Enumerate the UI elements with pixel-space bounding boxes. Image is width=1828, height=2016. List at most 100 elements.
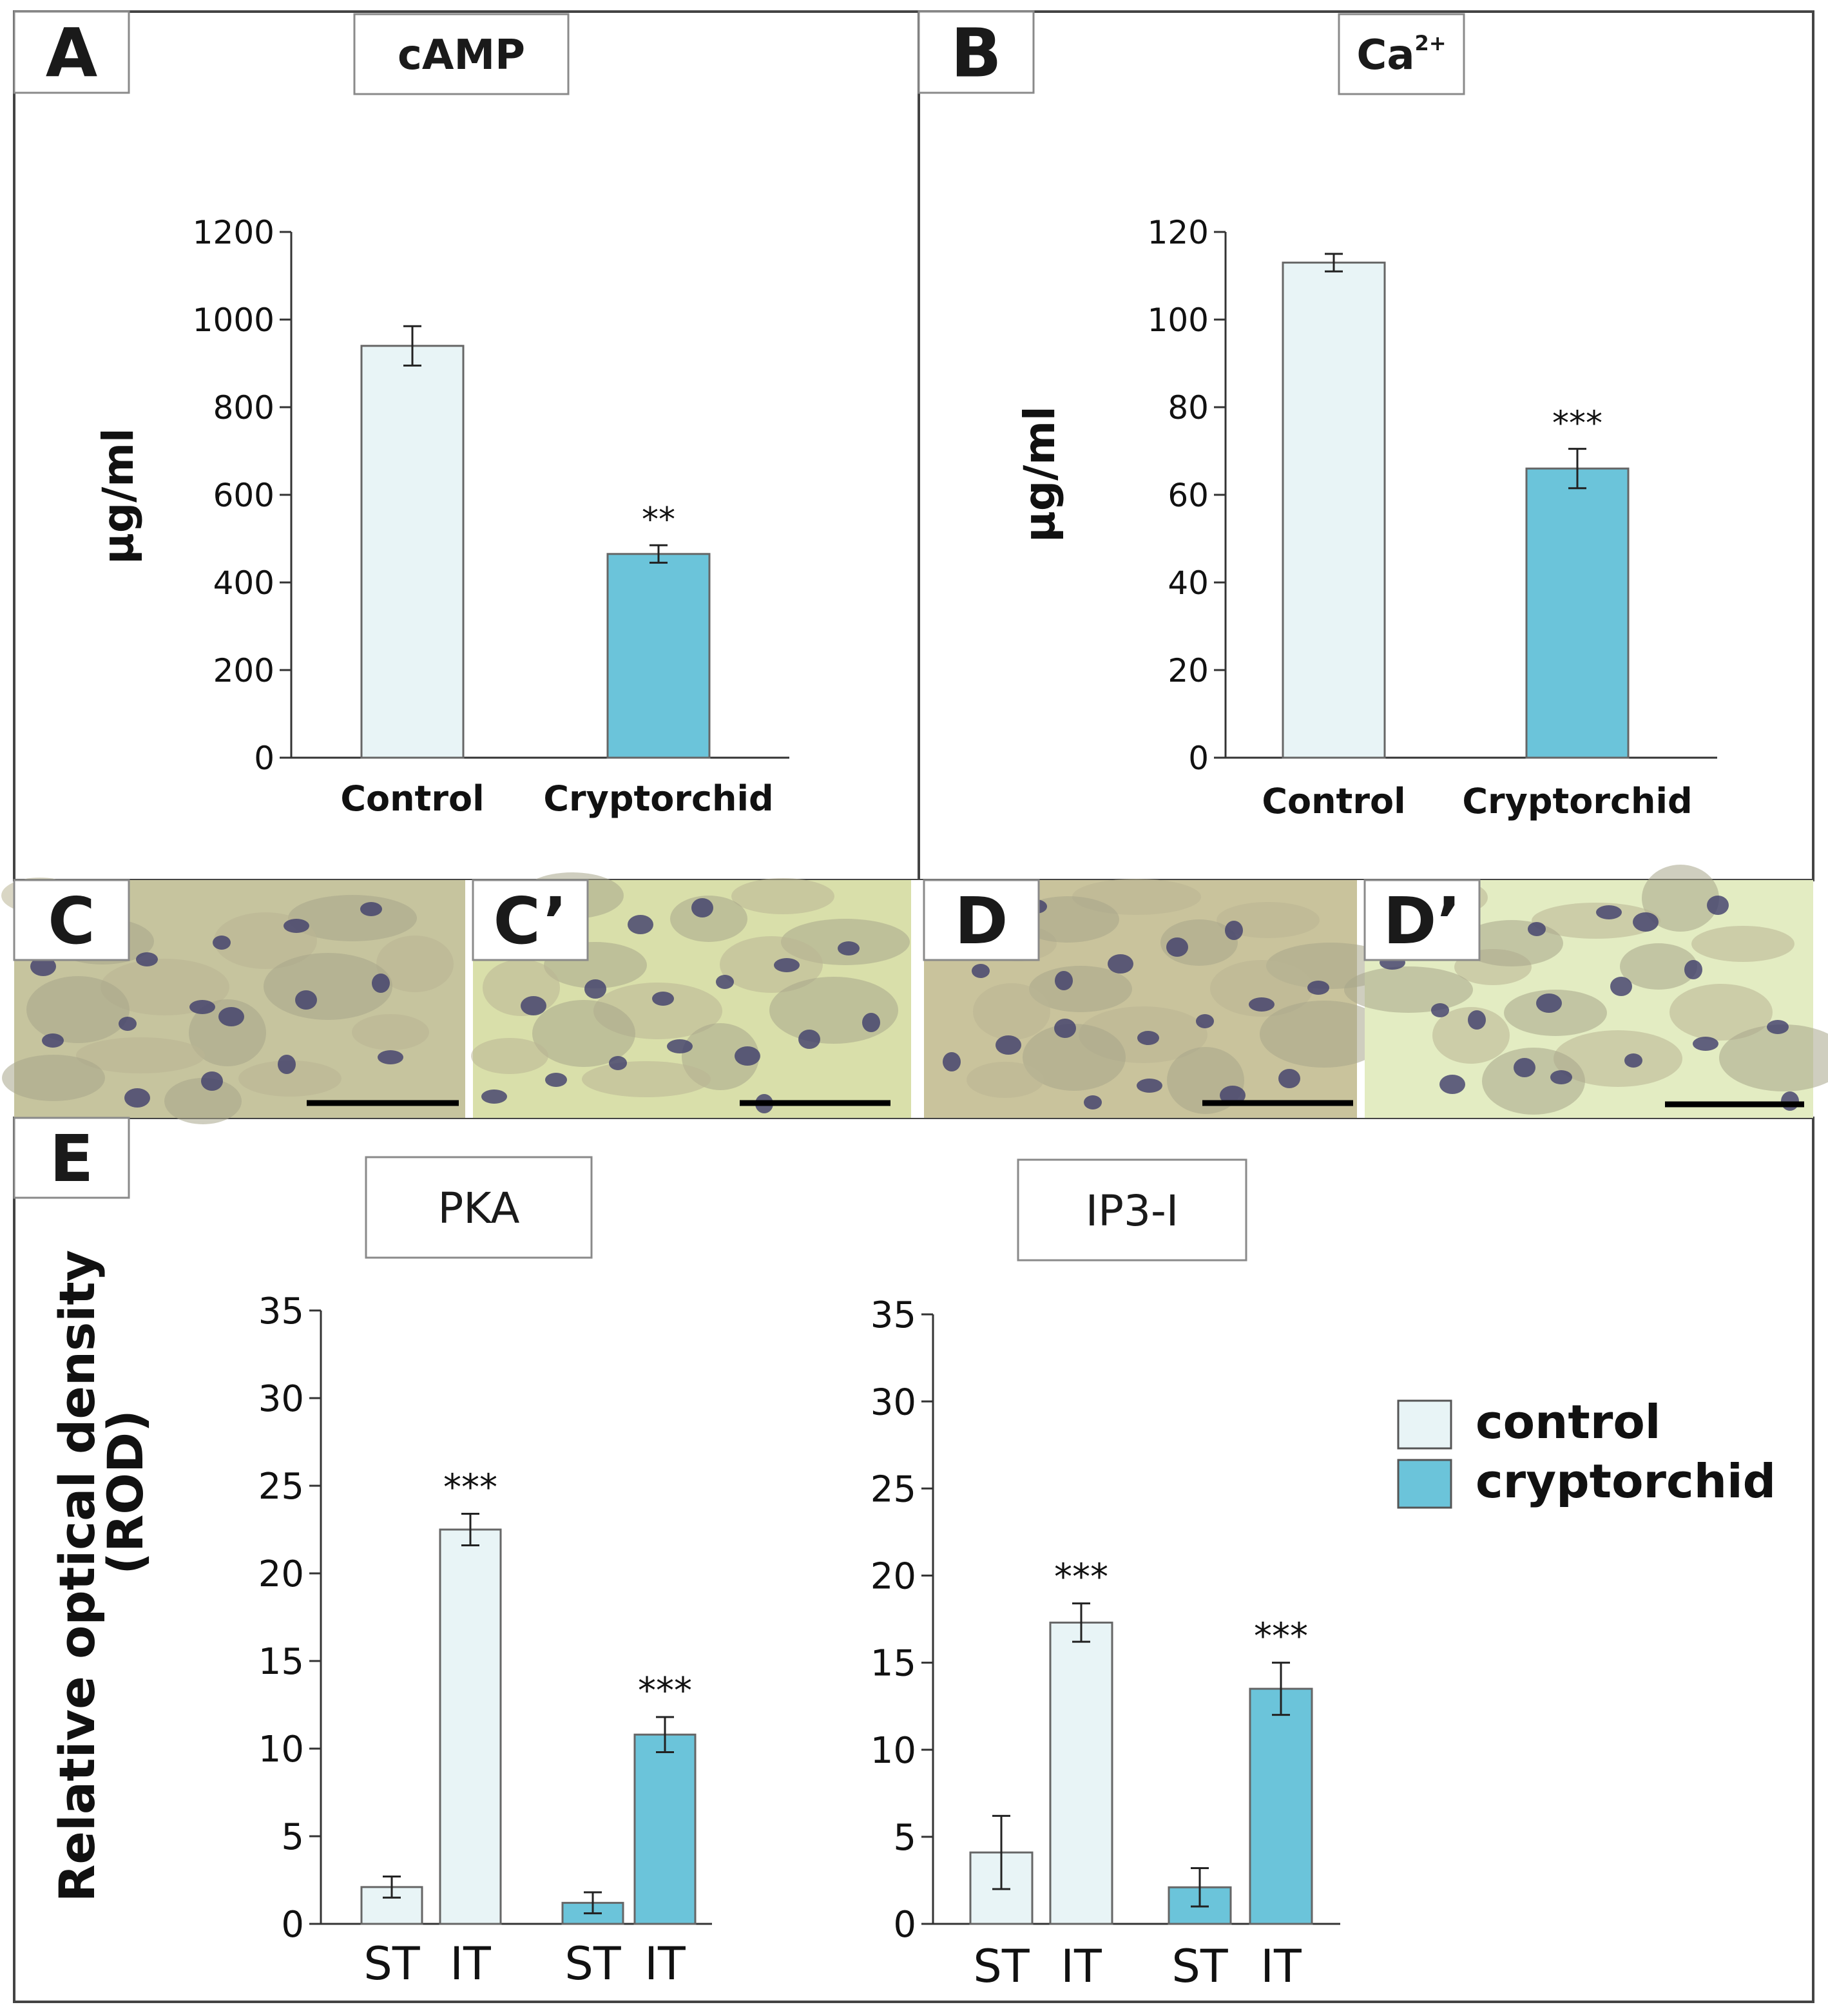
- cell-nucleus: [691, 898, 713, 917]
- cell-nucleus: [284, 919, 309, 933]
- cell-nucleus: [218, 1007, 244, 1026]
- title-calcium-sup: 2+: [1415, 31, 1447, 55]
- cell-nucleus: [1084, 1095, 1102, 1109]
- category-label: IT: [450, 1937, 491, 1990]
- significance-mark: ***: [1254, 1616, 1308, 1658]
- title-ip3-box: [1017, 1158, 1247, 1262]
- tissue-region: [2, 1055, 105, 1101]
- tissue-region: [1023, 1024, 1126, 1091]
- y-tick-label: 0: [254, 740, 274, 777]
- cell-nucleus: [189, 1000, 215, 1014]
- tissue-region: [1554, 1030, 1682, 1087]
- tissue-region: [1029, 966, 1132, 1012]
- y-tick-label: 20: [871, 1556, 916, 1598]
- y-tick-label: 40: [1168, 564, 1209, 602]
- cell-nucleus: [360, 902, 382, 916]
- cell-nucleus: [584, 979, 606, 999]
- micrograph-label-3-text: D: [954, 883, 1008, 959]
- micrograph-label-2: C’: [472, 879, 589, 961]
- cell-nucleus: [972, 964, 990, 978]
- y-tick-label: 0: [893, 1904, 916, 1946]
- cell-nucleus: [838, 941, 860, 955]
- bar-cryptorchid: [606, 553, 711, 759]
- panel-a-frame: [13, 10, 920, 881]
- cell-nucleus: [1196, 1014, 1214, 1028]
- y-tick-label: 25: [258, 1466, 304, 1508]
- cell-nucleus: [119, 1017, 137, 1031]
- tissue-region: [76, 1037, 205, 1073]
- y-tick-label: 100: [1148, 302, 1209, 339]
- category-label: Cryptorchid: [543, 778, 773, 819]
- legend-swatch-cryptorchid: [1397, 1459, 1452, 1509]
- cell-nucleus: [1468, 1010, 1486, 1030]
- micrograph-strip: C C’ D D’: [1, 865, 1828, 1124]
- tissue-region: [1642, 865, 1719, 932]
- title-calcium: Ca2+: [1338, 13, 1465, 95]
- cell-nucleus: [1528, 922, 1546, 936]
- cell-nucleus: [862, 1013, 880, 1032]
- cell-nucleus: [278, 1055, 296, 1074]
- cell-nucleus: [1278, 1069, 1300, 1088]
- micrograph-label-1-text: C: [48, 883, 95, 959]
- title-pka-box: [365, 1156, 593, 1259]
- cell-nucleus: [1108, 954, 1133, 974]
- cell-nucleus: [1055, 971, 1073, 990]
- legend-label-cryptorchid: cryptorchid: [1476, 1454, 1776, 1508]
- cell-nucleus: [943, 1052, 961, 1071]
- category-label: IT: [644, 1937, 686, 1990]
- cell-nucleus: [1707, 896, 1729, 915]
- category-label: IT: [1260, 1940, 1302, 1993]
- panel-label-e-box: [13, 1117, 130, 1199]
- micrograph-label-2-box: [472, 879, 589, 961]
- cell-nucleus: [628, 915, 653, 934]
- tissue-region: [670, 896, 747, 942]
- significance-mark: **: [642, 501, 675, 539]
- legend-label-control: control: [1476, 1395, 1660, 1449]
- cell-nucleus: [1431, 1003, 1449, 1017]
- panel-label-e-text: E: [50, 1121, 93, 1196]
- y-tick-label: 1000: [193, 302, 274, 339]
- tissue-region: [164, 1078, 242, 1124]
- panel-label-a-text: A: [46, 14, 98, 92]
- cell-nucleus: [1684, 960, 1702, 979]
- tissue-region: [189, 999, 266, 1066]
- cell-nucleus: [481, 1090, 507, 1104]
- cell-nucleus: [996, 1035, 1021, 1055]
- title-camp-box: [353, 13, 570, 95]
- cell-nucleus: [201, 1071, 223, 1091]
- tissue-region: [1532, 903, 1660, 939]
- y-axis-label: µg/ml: [93, 428, 143, 564]
- y-tick-label: 25: [871, 1468, 916, 1510]
- cell-nucleus: [1137, 1031, 1159, 1045]
- cell-nucleus: [136, 952, 158, 966]
- cell-nucleus: [1596, 905, 1622, 919]
- y-tick-label: 5: [281, 1816, 304, 1858]
- cell-nucleus: [30, 957, 56, 976]
- cell-nucleus: [609, 1056, 627, 1070]
- y-tick-label: 5: [893, 1817, 916, 1859]
- panel-label-a: A: [13, 10, 130, 94]
- tissue-region: [1691, 926, 1794, 962]
- y-tick-label: 60: [1168, 477, 1209, 514]
- bar-it: [633, 1733, 697, 1925]
- cell-nucleus: [667, 1039, 693, 1053]
- tissue-region: [352, 1014, 429, 1050]
- y-tick-label: 15: [258, 1641, 304, 1683]
- title-pka-text: PKA: [438, 1184, 519, 1233]
- title-camp: cAMP: [353, 13, 570, 95]
- bar-it: [1049, 1621, 1113, 1925]
- bar-it: [1249, 1687, 1313, 1925]
- significance-mark: ***: [638, 1670, 692, 1712]
- panel-label-b-text: B: [950, 14, 1001, 92]
- micrograph-label-4-text: D’: [1383, 883, 1461, 959]
- cell-nucleus: [1514, 1058, 1535, 1077]
- tissue-region: [376, 936, 454, 992]
- category-label: ST: [1171, 1940, 1227, 1993]
- tissue-region: [1504, 990, 1607, 1036]
- panel-label-a-box: [13, 10, 130, 94]
- bar-control: [1282, 262, 1386, 759]
- tissue-region: [1620, 943, 1697, 990]
- chart-a: 0 200 400 600 800 1000 1200 Control ** Cryptorchi…: [93, 214, 789, 819]
